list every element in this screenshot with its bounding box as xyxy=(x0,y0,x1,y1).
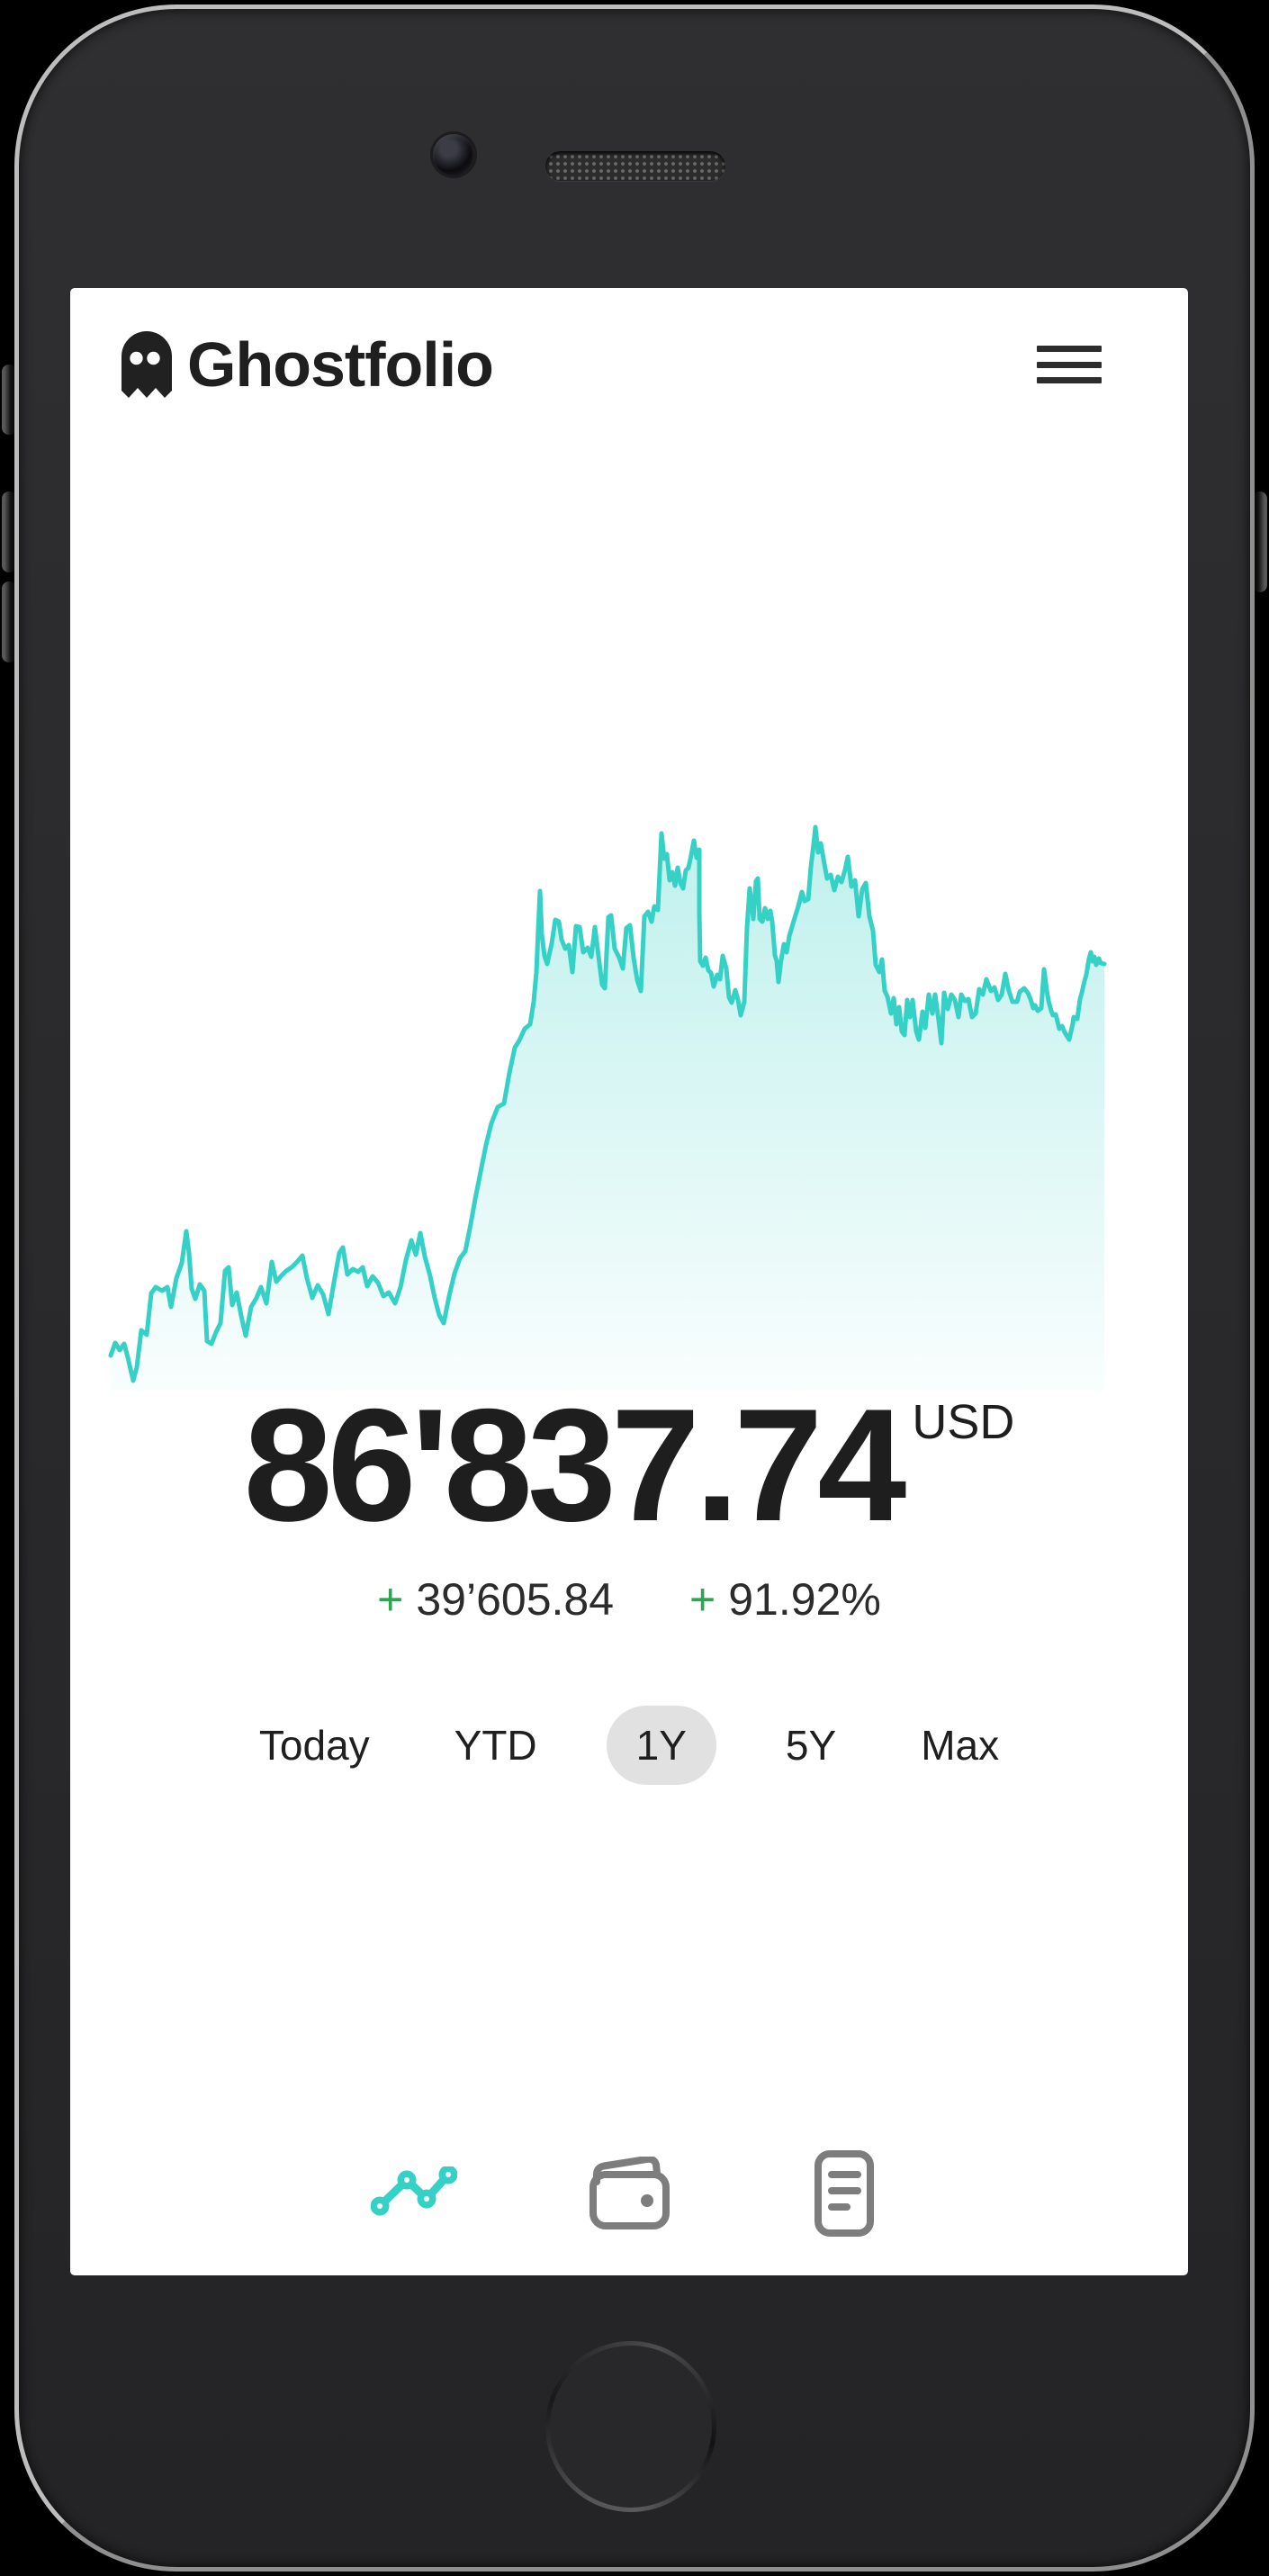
period-option-today[interactable]: Today xyxy=(258,1722,370,1769)
app-header: Ghostfolio xyxy=(122,329,1145,401)
volume-down-button xyxy=(2,581,16,662)
phone-body: Ghostfolio xyxy=(14,5,1255,2571)
tab-wallet[interactable] xyxy=(539,2144,719,2243)
home-button xyxy=(545,2341,716,2512)
performance-chart[interactable] xyxy=(70,806,1188,1391)
change-absolute-value: 39’605.84 xyxy=(416,1574,615,1625)
volume-up-button xyxy=(2,491,16,572)
wallet-icon xyxy=(590,2157,670,2229)
chart-line xyxy=(108,824,1107,1383)
change-percent-value: 91.92% xyxy=(728,1574,881,1625)
plus-sign: + xyxy=(689,1574,716,1625)
period-option-ytd[interactable]: YTD xyxy=(454,1722,537,1769)
line-chart-icon xyxy=(371,2166,457,2216)
speaker-grille xyxy=(545,151,725,181)
change-row: + 39’605.84 + 91.92% xyxy=(70,1573,1188,1626)
tab-bar xyxy=(70,2144,1188,2243)
period-selector: Today YTD 1Y 5Y Max xyxy=(70,1706,1188,1785)
front-camera xyxy=(433,134,474,176)
change-percent: + 91.92% xyxy=(689,1573,881,1626)
hamburger-menu-icon[interactable] xyxy=(1037,346,1102,383)
ghost-logo-icon xyxy=(122,331,172,398)
tab-transactions[interactable] xyxy=(754,2144,934,2243)
app-screen: Ghostfolio xyxy=(70,288,1188,2275)
page-title: Ghostfolio xyxy=(187,329,494,400)
period-option-1y[interactable]: 1Y xyxy=(606,1706,716,1785)
change-absolute: + 39’605.84 xyxy=(377,1573,614,1626)
mute-switch xyxy=(2,365,16,435)
chart-area-fill xyxy=(111,827,1104,1391)
portfolio-value-row: 86'837.74 USD xyxy=(70,1385,1188,1545)
portfolio-value: 86'837.74 xyxy=(243,1375,907,1554)
plus-sign: + xyxy=(377,1574,404,1625)
power-button xyxy=(1253,491,1267,592)
tab-performance[interactable] xyxy=(324,2144,504,2243)
period-option-5y[interactable]: 5Y xyxy=(785,1722,837,1769)
currency-label: USD xyxy=(912,1395,1015,1449)
report-icon xyxy=(814,2150,874,2237)
period-option-max[interactable]: Max xyxy=(921,1722,1000,1769)
